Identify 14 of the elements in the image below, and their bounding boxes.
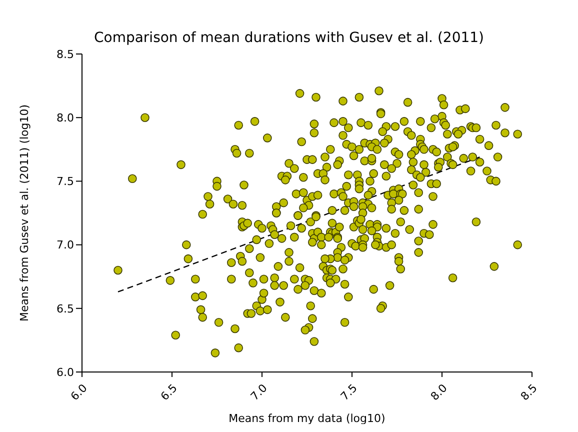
x-tick-label: 7.5: [338, 382, 360, 404]
y-axis-title: Means from Gusev et al. (2011) (log10): [18, 104, 31, 322]
y-tick-label: 6.0: [56, 366, 74, 379]
x-tick-label: 7.0: [248, 382, 270, 404]
x-tick-label: 8.5: [518, 382, 540, 404]
y-tick-label: 6.5: [56, 302, 74, 316]
y-tick-label: 8.5: [56, 48, 74, 61]
y-tick-label: 7.5: [56, 175, 74, 188]
y-tick-label: 7.0: [56, 238, 74, 252]
y-tick-label: 8.0: [56, 112, 74, 125]
x-tick-label: 8.0: [428, 382, 450, 404]
x-axis-title: Means from my data (log10): [228, 412, 386, 425]
x-tick-label: 6.5: [158, 382, 180, 404]
chart-title: Comparison of mean durations with Gusev et al. (2011): [92, 29, 486, 48]
